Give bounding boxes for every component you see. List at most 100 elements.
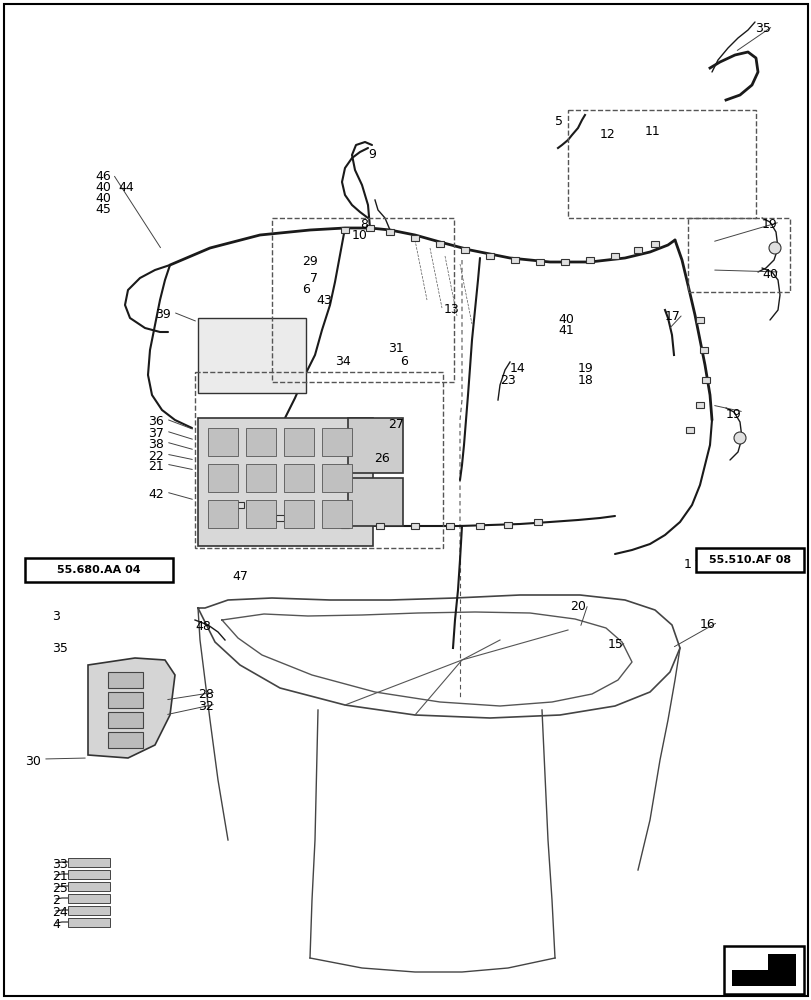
Bar [246,500,276,528]
Bar [560,259,569,265]
Text: 17: 17 [664,310,680,323]
Text: 40: 40 [557,313,573,326]
Polygon shape [88,658,175,758]
Text: 15: 15 [607,638,623,651]
Bar [68,882,109,891]
Text: 40: 40 [95,192,111,205]
Bar [486,253,493,259]
Bar [348,418,402,473]
Bar [385,229,393,235]
Bar [198,418,372,546]
Bar [68,870,109,879]
Bar [504,522,512,528]
Bar [534,519,541,525]
Bar [723,946,803,994]
Text: 22: 22 [148,450,164,463]
Bar [586,257,594,263]
Text: 19: 19 [761,218,777,231]
Text: 36: 36 [148,415,164,428]
Text: 28: 28 [198,688,213,701]
Bar [68,858,109,867]
Bar [410,235,418,241]
Bar [246,428,276,456]
Text: 34: 34 [335,355,350,368]
Bar [296,519,303,525]
Text: 24: 24 [52,906,67,919]
Bar [208,464,238,492]
Bar [25,558,173,582]
Text: 55.680.AA 04: 55.680.AA 04 [57,565,140,575]
Bar [702,377,709,383]
Text: 6: 6 [302,283,310,296]
Text: 40: 40 [95,181,111,194]
Text: 25: 25 [52,882,68,895]
Text: 4: 4 [52,918,60,931]
Bar [208,500,238,528]
Text: 9: 9 [367,148,375,161]
Text: 23: 23 [500,374,515,387]
Bar [366,225,374,231]
Bar [276,515,284,521]
Bar [445,523,453,529]
Bar [695,548,803,572]
Bar [341,522,349,528]
Bar [198,318,306,393]
Bar [695,317,703,323]
Bar [348,478,402,526]
Text: 14: 14 [509,362,525,375]
Text: 19: 19 [577,362,593,375]
Bar [475,523,483,529]
Text: 44: 44 [118,181,134,194]
Text: 13: 13 [444,303,459,316]
Text: 45: 45 [95,203,111,216]
Bar [610,253,618,259]
Bar [108,672,143,688]
Text: 38: 38 [148,438,164,451]
Bar [108,732,143,748]
Polygon shape [731,954,795,986]
Text: 1: 1 [683,558,691,571]
Text: 2: 2 [52,894,60,907]
Text: 47: 47 [232,570,247,583]
Circle shape [768,242,780,254]
Bar [284,500,314,528]
Bar [568,110,755,218]
Text: 55.510.AF 08: 55.510.AF 08 [708,555,790,565]
Bar [236,502,243,508]
Text: 32: 32 [198,700,213,713]
Text: 11: 11 [644,125,660,138]
Bar [510,257,518,263]
Text: 37: 37 [148,427,164,440]
Text: 6: 6 [400,355,407,368]
Bar [699,347,707,353]
Bar [633,247,642,253]
Text: 18: 18 [577,374,593,387]
Bar [650,241,659,247]
Text: 39: 39 [155,308,170,321]
Text: 33: 33 [52,858,67,871]
Bar [246,464,276,492]
Bar [68,918,109,927]
Text: 8: 8 [359,218,367,231]
Bar [341,227,349,233]
Text: 27: 27 [388,418,403,431]
Bar [685,427,693,433]
Bar [68,894,109,903]
Text: 48: 48 [195,620,211,633]
Text: 5: 5 [554,115,562,128]
Circle shape [733,432,745,444]
Text: 46: 46 [95,170,110,183]
Text: 21: 21 [148,460,164,473]
Text: 40: 40 [761,268,777,281]
Bar [272,218,453,382]
Text: 35: 35 [754,22,770,35]
Text: 42: 42 [148,488,164,501]
Bar [255,509,264,515]
Text: 31: 31 [388,342,403,355]
Bar [322,464,351,492]
Text: 10: 10 [351,229,367,242]
Bar [108,692,143,708]
Bar [68,906,109,915]
Text: 35: 35 [52,642,68,655]
Text: 16: 16 [699,618,714,631]
